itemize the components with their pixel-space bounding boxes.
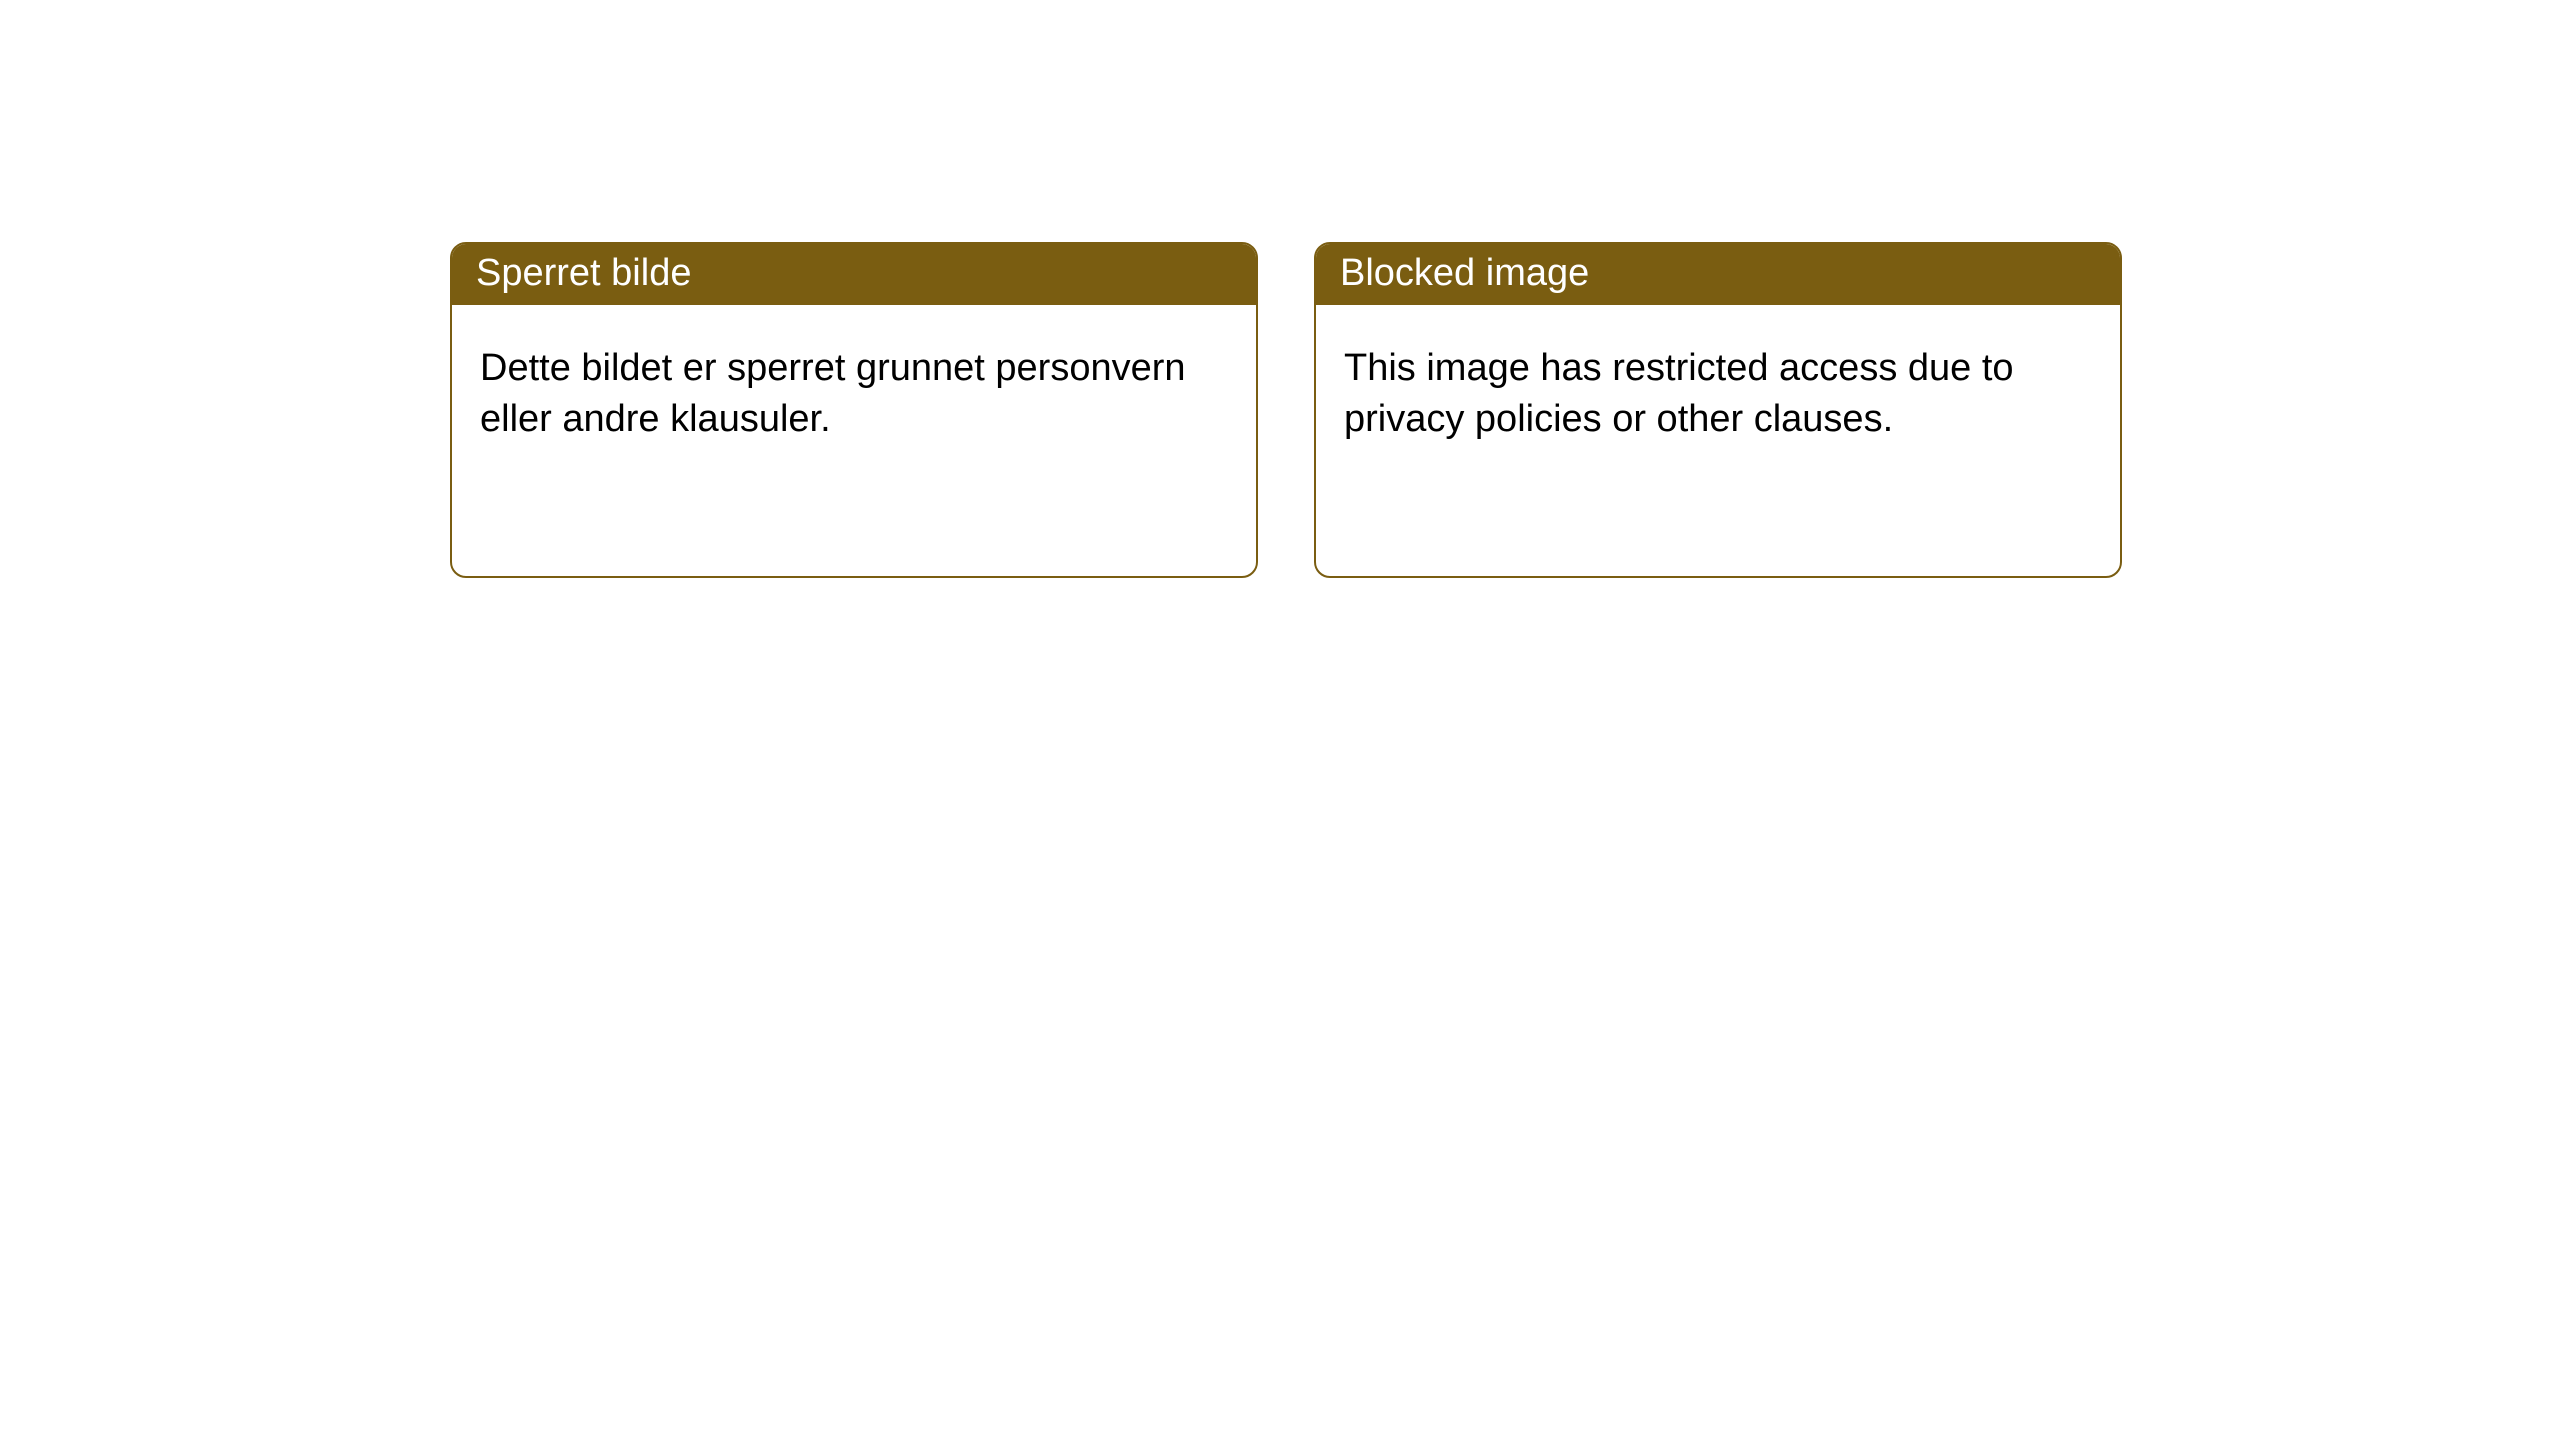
cards-container: Sperret bilde Dette bildet er sperret gr… [0, 0, 2560, 578]
card-body-text: Dette bildet er sperret grunnet personve… [480, 347, 1186, 440]
card-body: Dette bildet er sperret grunnet personve… [452, 305, 1256, 474]
card-title: Blocked image [1340, 252, 1589, 294]
card-body: This image has restricted access due to … [1316, 305, 2120, 474]
card-title: Sperret bilde [476, 252, 691, 294]
card-body-text: This image has restricted access due to … [1344, 347, 2014, 440]
blocked-image-card-no: Sperret bilde Dette bildet er sperret gr… [450, 242, 1258, 578]
blocked-image-card-en: Blocked image This image has restricted … [1314, 242, 2122, 578]
card-header: Blocked image [1316, 244, 2120, 305]
card-header: Sperret bilde [452, 244, 1256, 305]
